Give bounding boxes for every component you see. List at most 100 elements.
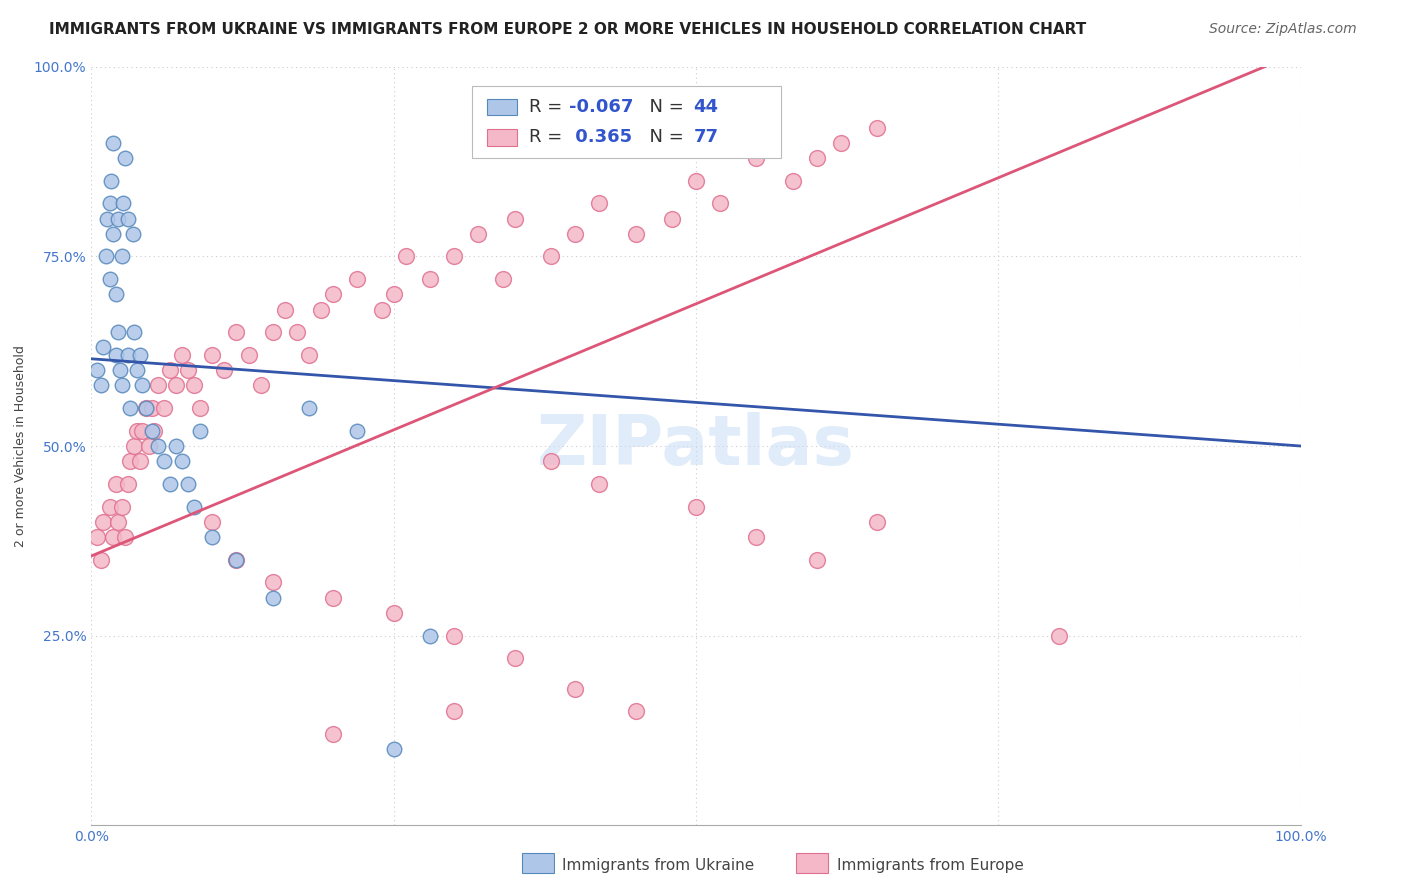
Text: 77: 77 [693, 128, 718, 146]
Point [117, 348, 139, 362]
Text: R =: R = [529, 128, 568, 146]
Point [165, 439, 187, 453]
FancyBboxPatch shape [486, 99, 517, 115]
Point [120, 454, 142, 468]
Point [564, 681, 586, 696]
Point [107, 211, 129, 226]
Point [172, 454, 194, 468]
Point [98, 196, 121, 211]
Point [503, 651, 526, 665]
Point [104, 348, 127, 362]
Point [285, 325, 308, 339]
Y-axis label: 2 or more Vehicles in Household: 2 or more Vehicles in Household [14, 345, 27, 547]
FancyBboxPatch shape [472, 86, 780, 158]
Point [201, 348, 224, 362]
Point [370, 302, 392, 317]
Point [382, 742, 405, 756]
Point [153, 401, 176, 416]
Point [467, 227, 489, 241]
Point [127, 424, 149, 438]
Point [111, 500, 132, 514]
Point [238, 348, 260, 362]
Point [135, 401, 157, 416]
Text: ZIPatlas: ZIPatlas [537, 412, 855, 480]
Text: Source: ZipAtlas.com: Source: ZipAtlas.com [1209, 22, 1357, 37]
Point [745, 151, 768, 165]
Point [298, 348, 321, 362]
Point [141, 424, 163, 438]
Point [624, 227, 647, 241]
Point [122, 325, 145, 339]
Point [806, 151, 828, 165]
Point [782, 173, 804, 188]
Point [86, 363, 108, 377]
Point [183, 378, 205, 392]
Point [225, 552, 247, 567]
Text: Immigrants from Ukraine: Immigrants from Ukraine [562, 858, 755, 872]
Point [117, 211, 139, 226]
Point [131, 424, 153, 438]
Point [101, 136, 124, 150]
Point [93, 515, 115, 529]
Point [419, 628, 441, 642]
Point [146, 439, 169, 453]
Point [249, 378, 271, 392]
Point [624, 705, 647, 719]
Point [188, 401, 211, 416]
Point [346, 424, 368, 438]
Point [540, 454, 562, 468]
Point [98, 272, 121, 286]
Point [540, 249, 562, 264]
Point [128, 454, 150, 468]
Point [346, 272, 368, 286]
Point [322, 287, 344, 301]
Point [225, 325, 247, 339]
Point [131, 378, 153, 392]
Point [262, 591, 284, 605]
Point [114, 151, 136, 165]
Point [138, 439, 160, 453]
Point [443, 705, 465, 719]
Point [141, 401, 163, 416]
Point [111, 249, 132, 264]
Point [491, 272, 513, 286]
Point [201, 530, 224, 544]
Point [866, 515, 889, 529]
Point [274, 302, 297, 317]
Point [866, 120, 889, 135]
Point [382, 287, 405, 301]
Point [128, 348, 150, 362]
Point [588, 196, 610, 211]
Text: N =: N = [638, 98, 689, 116]
Point [122, 439, 145, 453]
Point [225, 552, 247, 567]
Point [588, 476, 610, 491]
Point [143, 424, 166, 438]
Point [685, 500, 707, 514]
Point [188, 424, 211, 438]
Point [159, 363, 181, 377]
Text: -0.067: -0.067 [569, 98, 633, 116]
Point [262, 325, 284, 339]
FancyBboxPatch shape [486, 129, 517, 145]
FancyBboxPatch shape [522, 854, 554, 873]
Point [709, 196, 731, 211]
Point [90, 378, 112, 392]
Text: IMMIGRANTS FROM UKRAINE VS IMMIGRANTS FROM EUROPE 2 OR MORE VEHICLES IN HOUSEHOL: IMMIGRANTS FROM UKRAINE VS IMMIGRANTS FR… [49, 22, 1087, 37]
Point [322, 727, 344, 741]
Point [127, 363, 149, 377]
Point [745, 530, 768, 544]
Point [159, 476, 181, 491]
Point [177, 476, 200, 491]
Point [262, 575, 284, 590]
Point [322, 591, 344, 605]
Point [135, 401, 157, 416]
Point [93, 340, 115, 354]
FancyBboxPatch shape [796, 854, 828, 873]
Point [107, 325, 129, 339]
Point [177, 363, 200, 377]
Point [100, 173, 122, 188]
Point [395, 249, 418, 264]
Point [382, 606, 405, 620]
Point [165, 378, 187, 392]
